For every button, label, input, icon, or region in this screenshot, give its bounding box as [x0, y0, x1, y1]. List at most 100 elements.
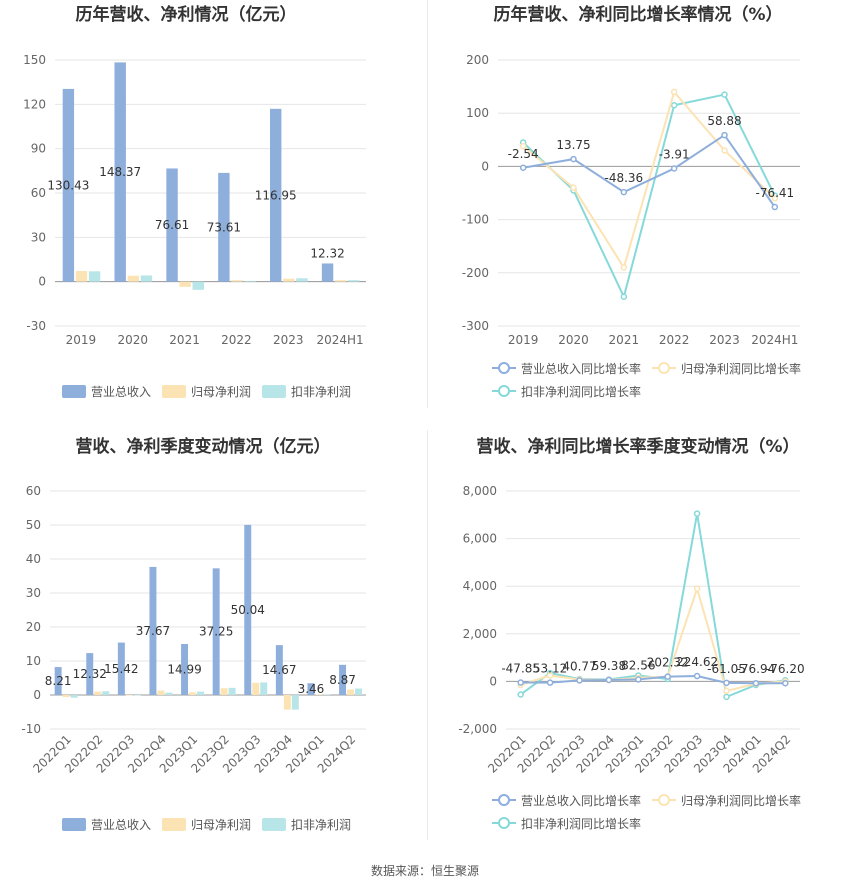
vertical-divider-top: [427, 0, 428, 408]
chart-title: 历年营收、净利情况（亿元）: [76, 4, 297, 25]
series-point: [517, 679, 524, 686]
data-label: 14.67: [262, 663, 296, 677]
x-tick-label: 2023: [273, 333, 304, 347]
bar-revenue: [339, 664, 347, 695]
y-tick-label: 30: [31, 230, 46, 244]
series-point: [664, 673, 671, 680]
legend-label: 扣非净利润: [291, 385, 351, 399]
bar-deduct-profit: [140, 275, 153, 282]
bar-revenue: [244, 524, 252, 695]
legend-marker: [498, 362, 510, 374]
data-label: -2.54: [508, 147, 539, 161]
y-tick-label: 6,000: [463, 532, 497, 546]
y-tick-label: 60: [26, 484, 41, 498]
bar-parent-profit: [315, 694, 323, 695]
bar-parent-profit: [94, 691, 102, 695]
series-point: [605, 676, 613, 684]
bar-revenue: [321, 263, 334, 282]
data-label: 12.32: [73, 667, 107, 681]
legend-swatch: [262, 385, 286, 398]
data-label: -3.91: [659, 147, 690, 161]
x-tick-label: 2021: [169, 333, 200, 347]
series-line-revenue: [522, 133, 776, 208]
series-point: [721, 147, 728, 154]
legend-swatch: [62, 818, 86, 831]
bar-parent-profit: [157, 690, 165, 695]
series-point: [620, 188, 628, 196]
data-source-note: 数据来源：恒生聚源: [370, 864, 479, 878]
annual-growth-rate-line-chart: 历年营收、净利同比增长率情况（%） -300 -200 -100 0 100 200 2019…: [462, 4, 801, 399]
bar-parent-profit: [283, 278, 295, 282]
series-point: [620, 293, 628, 300]
bar-revenue: [114, 62, 126, 282]
y-tick-label: -200: [462, 266, 489, 280]
legend-swatch: [262, 818, 286, 831]
legend-marker: [498, 385, 510, 397]
data-label: -48.36: [604, 171, 643, 185]
y-tick-label: -300: [462, 319, 489, 333]
bar-deduct-profit: [88, 271, 101, 282]
bar-revenue: [275, 645, 283, 695]
series-point: [752, 679, 760, 687]
quarterly-revenue-profit-bar-chart: 营收、净利季度变动情况（亿元）-1001020304050602022Q1202…: [21, 436, 366, 832]
series-point: [570, 184, 577, 191]
legend-marker: [658, 794, 670, 806]
data-label: 73.61: [207, 220, 241, 234]
data-label: 15.42: [104, 662, 138, 676]
data-label: 76.61: [155, 218, 189, 232]
series-point: [693, 510, 701, 517]
data-label: 13.75: [556, 138, 590, 152]
y-tick-label: -2,000: [458, 722, 497, 736]
y-tick-label: 120: [23, 97, 46, 111]
data-label: -61.05: [707, 662, 746, 676]
data-label: 148.37: [99, 165, 141, 179]
bar-parent-profit: [231, 280, 243, 282]
legend-marker: [498, 817, 510, 829]
bar-deduct-profit: [355, 688, 363, 695]
bar-deduct-profit: [165, 692, 173, 695]
bar-deduct-profit: [348, 280, 360, 282]
legend-label: 营业总收入同比增长率: [521, 793, 641, 808]
y-tick-label: 4,000: [463, 579, 497, 593]
series-point: [723, 693, 730, 701]
y-tick-label: 2,000: [463, 627, 497, 641]
series-point: [670, 101, 678, 109]
series-point: [771, 195, 779, 202]
x-tick-label: 2020: [558, 333, 589, 347]
x-tick-label: 2019: [508, 333, 539, 347]
series-point: [576, 677, 583, 684]
quarterly-growth-rate-line-chart: 营收、净利同比增长率季度变动情况（%） -2,000 0 2,000 4,000 6,00…: [458, 436, 804, 831]
series-point: [519, 142, 527, 150]
series-point: [517, 691, 524, 698]
x-tick-label: 2021: [609, 333, 640, 347]
bar-parent-profit: [75, 271, 88, 282]
x-tick-label: 2020: [117, 333, 148, 347]
y-tick-label: -100: [462, 213, 489, 227]
bar-deduct-profit: [260, 682, 268, 695]
bar-deduct-profit: [192, 281, 204, 290]
y-tick-label: 0: [33, 688, 41, 702]
series-point: [771, 203, 779, 211]
y-tick-label: 60: [31, 186, 46, 200]
data-label: 40.77: [562, 659, 596, 673]
bar-revenue: [117, 642, 125, 695]
chart-title: 历年营收、净利同比增长率情况（%）: [493, 4, 782, 25]
bar-parent-profit: [252, 682, 260, 695]
y-tick-label: 30: [26, 586, 41, 600]
bar-deduct-profit: [228, 687, 236, 695]
data-label: 224.62: [676, 655, 718, 669]
bar-deduct-profit: [197, 691, 205, 695]
data-label: -76.41: [755, 186, 794, 200]
series-point: [570, 155, 577, 163]
x-tick-label: 2024H1: [751, 333, 798, 347]
y-tick-label: 90: [31, 142, 46, 156]
x-tick-label: 2022: [659, 333, 690, 347]
series-point: [723, 679, 730, 687]
legend-marker: [498, 794, 510, 806]
data-label: 37.67: [136, 624, 170, 638]
bar-parent-profit: [125, 695, 133, 696]
series-line-revenue: [520, 675, 786, 685]
series-point: [782, 679, 789, 687]
bar-revenue: [86, 653, 94, 695]
